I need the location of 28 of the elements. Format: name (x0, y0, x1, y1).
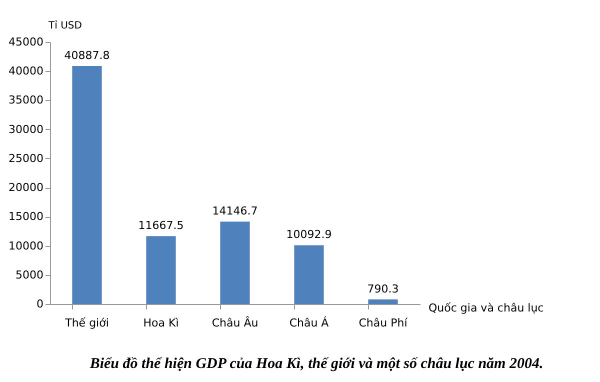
bar (146, 236, 176, 304)
y-tick-label: 35000 (8, 94, 44, 107)
x-tick-label: Hoa Kì (143, 316, 179, 330)
y-tick-label: 10000 (8, 239, 44, 252)
x-tick-label: Thế giới (64, 316, 109, 330)
data-label: 14146.7 (212, 204, 258, 218)
y-tick-label: 40000 (8, 64, 44, 78)
y-tick-label: 25000 (8, 152, 44, 165)
y-tick-label: 20000 (8, 181, 44, 194)
data-label: 40887.8 (64, 48, 110, 62)
y-tick-label: 30000 (8, 122, 44, 136)
text: Biểu đồ thể hiện GDP của Hoa Kì, thế giới và một số châu lục năm 2004. (88, 356, 544, 372)
bar (72, 66, 102, 304)
bar (294, 245, 324, 304)
data-label: 790.3 (367, 282, 399, 296)
x-axis-title: Quốc gia và châu lục (428, 302, 544, 314)
x-tick-label: Châu Á (289, 316, 330, 330)
bar (368, 299, 398, 304)
x-tick-label: Châu Âu (212, 316, 258, 330)
bar (220, 222, 250, 304)
x-tick-label: Châu Phí (358, 316, 408, 330)
y-tick-label: 45000 (8, 36, 44, 48)
data-label: 10092.9 (286, 228, 332, 242)
data-label: 11667.5 (138, 219, 184, 232)
y-tick-label: 0 (36, 298, 44, 310)
y-tick-label: 15000 (8, 210, 44, 224)
y-tick-label: 5000 (16, 268, 44, 282)
y-axis-title: Tỉ USD (48, 20, 82, 32)
